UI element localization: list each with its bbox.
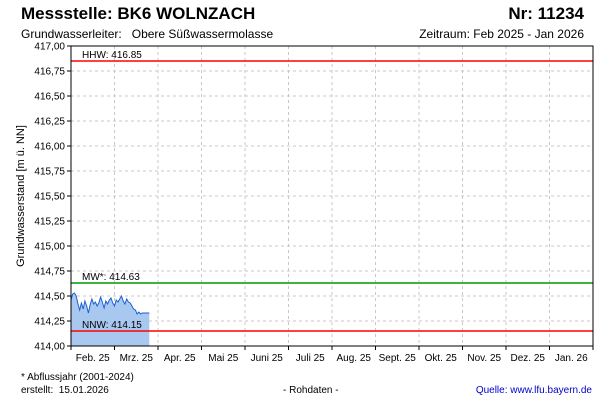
area-fill (71, 293, 150, 346)
y-axis-ticks: 414,00 414,25 414,50 414,75 415,00 415,25 415,… (34, 42, 71, 353)
y-tick-label: 415,50 (34, 192, 65, 203)
reference-line-label: MW*: 414.63 (82, 272, 140, 283)
source-label: Quelle: (475, 385, 508, 396)
y-tick-label: 414,75 (34, 267, 65, 278)
y-tick-label: 415,25 (34, 217, 65, 228)
footnote: * Abflussjahr (2001-2024) (21, 372, 134, 383)
grid-lines (71, 46, 593, 346)
x-tick-label: Mrz. 25 (120, 353, 154, 364)
y-tick-label: 414,50 (34, 292, 65, 303)
x-tick-label: Juli 25 (296, 353, 325, 364)
x-tick-label: Jan. 26 (555, 353, 588, 364)
period-value: Feb 2025 - Jan 2026 (473, 27, 584, 41)
created-date: 15.01.2026 (58, 385, 109, 396)
period-label: Zeitraum: (419, 27, 470, 41)
x-axis-ticks: Feb. 25 Mrz. 25 Apr. 25 Mai 25 Juni 25 Juli 2… (70, 346, 594, 364)
source-link[interactable]: Quelle: www.lfu.bayern.de (476, 385, 592, 396)
aquifer-value: Obere Süßwassermolasse (131, 27, 274, 41)
period-info: Zeitraum: Feb 2025 - Jan 2026 (419, 27, 584, 41)
y-axis-label: Grundwasserstand [m ü. NN] (15, 125, 27, 267)
reference-line-label: NNW: 414.15 (82, 320, 142, 331)
x-tick-label: Nov. 25 (467, 353, 501, 364)
x-tick-label: Sept. 25 (379, 353, 417, 364)
raw-data-note: - Rohdaten - (283, 385, 339, 396)
y-tick-label: 416,50 (34, 92, 65, 103)
y-tick-label: 416,75 (34, 67, 65, 78)
created-info: erstellt: 15.01.2026 (21, 385, 109, 396)
reference-line-label: HHW: 416.85 (82, 50, 142, 61)
x-tick-label: Apr. 25 (164, 353, 196, 364)
station-title: Messstelle: BK6 WOLNZACH (21, 4, 256, 23)
y-tick-label: 415,75 (34, 167, 65, 178)
x-tick-label: Okt. 25 (425, 353, 458, 364)
y-tick-label: 416,25 (34, 117, 65, 128)
source-url[interactable]: www.lfu.bayern.de (510, 385, 592, 396)
created-label: erstellt: (21, 385, 54, 396)
y-tick-label: 417,00 (34, 42, 65, 53)
y-tick-label: 414,25 (34, 317, 65, 328)
aquifer-label: Grundwasserleiter: (21, 27, 122, 41)
x-tick-label: Juni 25 (251, 353, 284, 364)
reference-lines: HHW: 416.85 MW*: 414.63 NNW: 414.15 (71, 50, 593, 332)
groundwater-area (70, 292, 150, 346)
series-line (70, 292, 150, 315)
y-tick-label: 416,00 (34, 142, 65, 153)
x-tick-label: Feb. 25 (76, 353, 110, 364)
aquifer-info: Grundwasserleiter: Obere Süßwassermolass… (21, 27, 273, 41)
x-tick-label: Dez. 25 (511, 353, 546, 364)
station-number: Nr: 11234 (508, 4, 584, 23)
y-tick-label: 414,00 (34, 342, 65, 353)
y-tick-label: 415,00 (34, 242, 65, 253)
x-tick-label: Mai 25 (208, 353, 238, 364)
x-tick-label: Aug. 25 (337, 353, 372, 364)
